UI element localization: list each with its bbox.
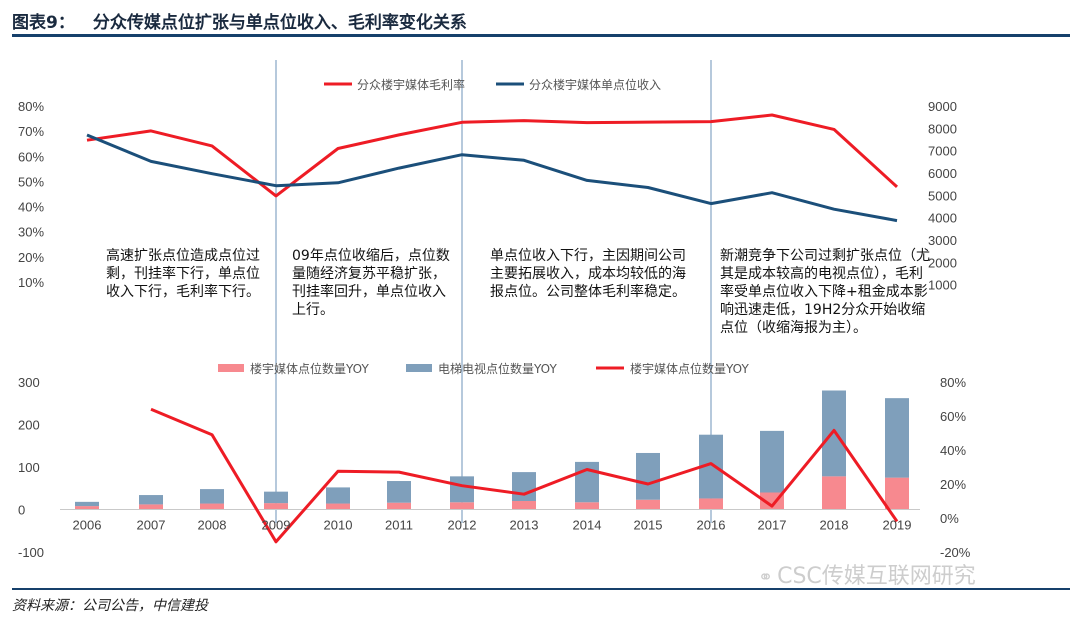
legend-label: 电梯电视点位数量YOY xyxy=(438,361,557,376)
left-tick-label: 300 xyxy=(18,375,40,390)
right-tick-label: 2000 xyxy=(928,255,957,270)
annotation-3: 单点位收入下行，主因期间公司主要拓展收入，成本均较低的海报点位。公司整体毛利率稳… xyxy=(490,248,686,300)
x-tick-label: 2017 xyxy=(758,518,787,533)
annotation-2: 09年点位收缩后，点位数量随经济复苏平稳扩张，刊挂率回升，单点位收入上行。 xyxy=(292,248,450,318)
legend-label: 分众楼宇媒体单点位收入 xyxy=(529,77,661,92)
left-tick-label: 200 xyxy=(18,418,40,433)
x-tick-label: 2018 xyxy=(820,518,849,533)
gross-margin-line xyxy=(86,113,899,198)
top-rule xyxy=(12,34,1070,37)
bar-segment-building xyxy=(822,476,846,510)
source-note: 资料来源：公司公告，中信建投 xyxy=(12,598,208,614)
bar-segment-elevator-tv xyxy=(885,398,909,478)
left-tick-label: 60% xyxy=(18,149,44,164)
bar-segment-elevator-tv xyxy=(760,430,784,493)
bar-segment-building xyxy=(450,502,474,510)
right-tick-label: 1000 xyxy=(928,278,957,293)
bar-segment-elevator-tv xyxy=(200,489,224,504)
x-tick-label: 2013 xyxy=(510,518,539,533)
right-tick-label: -20% xyxy=(940,545,971,560)
x-tick-label: 2011 xyxy=(385,518,413,533)
bar-segment-elevator-tv xyxy=(636,452,660,500)
left-tick-label: 80% xyxy=(18,99,44,114)
right-tick-label: 9000 xyxy=(928,99,957,114)
left-tick-label: 0 xyxy=(18,503,25,518)
bar-segment-elevator-tv xyxy=(822,390,846,477)
yoy-line xyxy=(150,407,899,544)
left-tick-label: -100 xyxy=(18,545,44,560)
bar-segment-elevator-tv xyxy=(139,495,163,505)
x-tick-label: 2008 xyxy=(198,518,227,533)
right-tick-label: 6000 xyxy=(928,166,957,181)
x-tick-label: 2019 xyxy=(883,518,912,533)
bar-segment-building xyxy=(326,503,350,510)
bar-segment-building xyxy=(139,504,163,510)
legend-swatch xyxy=(218,364,244,372)
bar-segment-elevator-tv xyxy=(387,481,411,503)
figure-title: 图表9： 分众传媒点位扩张与单点位收入、毛利率变化关系 xyxy=(12,8,467,33)
bottom-rule xyxy=(12,588,1070,590)
left-tick-label: 20% xyxy=(18,250,44,265)
right-tick-label: 20% xyxy=(940,477,966,492)
figure-label: 图表9： xyxy=(12,13,75,33)
unit-revenue-line xyxy=(86,133,898,223)
x-tick-label: 2012 xyxy=(448,518,477,533)
left-tick-label: 10% xyxy=(18,275,44,290)
x-tick-label: 2015 xyxy=(634,518,663,533)
right-tick-label: 5000 xyxy=(928,188,957,203)
bar-segment-building xyxy=(699,498,723,510)
bar-segment-elevator-tv xyxy=(264,491,288,504)
legend-label: 楼宇媒体点位数量YOY xyxy=(630,361,749,376)
right-tick-label: 4000 xyxy=(928,211,957,226)
x-tick-label: 2009 xyxy=(262,518,291,533)
right-tick-label: 80% xyxy=(940,375,966,390)
left-tick-label: 40% xyxy=(18,200,44,215)
right-tick-label: 0% xyxy=(940,511,959,526)
figure-title-text: 分众传媒点位扩张与单点位收入、毛利率变化关系 xyxy=(92,13,467,33)
right-tick-label: 3000 xyxy=(928,233,957,248)
wechat-icon: ⚭ xyxy=(758,567,774,588)
legend-label: 分众楼宇媒体毛利率 xyxy=(357,77,465,92)
bar-segment-building xyxy=(512,501,536,510)
right-tick-label: 60% xyxy=(940,409,966,424)
bar-segment-building xyxy=(387,502,411,510)
bar-segment-building xyxy=(575,502,599,510)
top-chart: 80% 70% 60% 50% 40% 30% 20% 10% 9000 8000 7000 6000… xyxy=(18,60,957,370)
bar-segment-elevator-tv xyxy=(326,487,350,504)
x-tick-label: 2006 xyxy=(73,518,102,533)
annotation-1: 高速扩张点位造成点位过剩，刊挂率下行，单点位收入下行，毛利率下行。 xyxy=(106,248,260,300)
bar-segment-building xyxy=(200,503,224,510)
right-tick-label: 40% xyxy=(940,443,966,458)
watermark-text: CSC传媒互联网研究 xyxy=(777,564,976,589)
legend-swatch xyxy=(406,364,432,372)
left-tick-label: 50% xyxy=(18,174,44,189)
annotation-4: 新潮竞争下公司过剩扩张点位（尤其是成本较高的电视点位），毛利率受单点位收入下降+… xyxy=(720,248,930,336)
bar-segment-building xyxy=(264,503,288,510)
x-tick-label: 2016 xyxy=(697,518,726,533)
left-tick-label: 70% xyxy=(18,124,44,139)
bar-segment-building xyxy=(75,506,99,510)
legend-label: 楼宇媒体点位数量YOY xyxy=(250,361,369,376)
x-tick-label: 2007 xyxy=(137,518,166,533)
x-tick-label: 2010 xyxy=(324,518,353,533)
watermark: ⚭ CSC传媒互联网研究 xyxy=(758,558,976,590)
bar-segment-building xyxy=(885,477,909,510)
x-tick-label: 2014 xyxy=(573,518,602,533)
bottom-chart: 300 200 100 0 -100 80% 60% 40% 20% 0% -20% 楼宇媒体点位数量… xyxy=(18,358,971,560)
right-tick-label: 8000 xyxy=(928,121,957,136)
bar-segment-elevator-tv xyxy=(450,476,474,503)
bar-segment-elevator-tv xyxy=(512,472,536,501)
left-tick-label: 30% xyxy=(18,225,44,240)
left-tick-label: 100 xyxy=(18,460,40,475)
bar-segment-elevator-tv xyxy=(75,501,99,507)
bar-segment-building xyxy=(636,499,660,510)
bar-segment-elevator-tv xyxy=(575,461,599,503)
right-tick-label: 7000 xyxy=(928,144,957,159)
